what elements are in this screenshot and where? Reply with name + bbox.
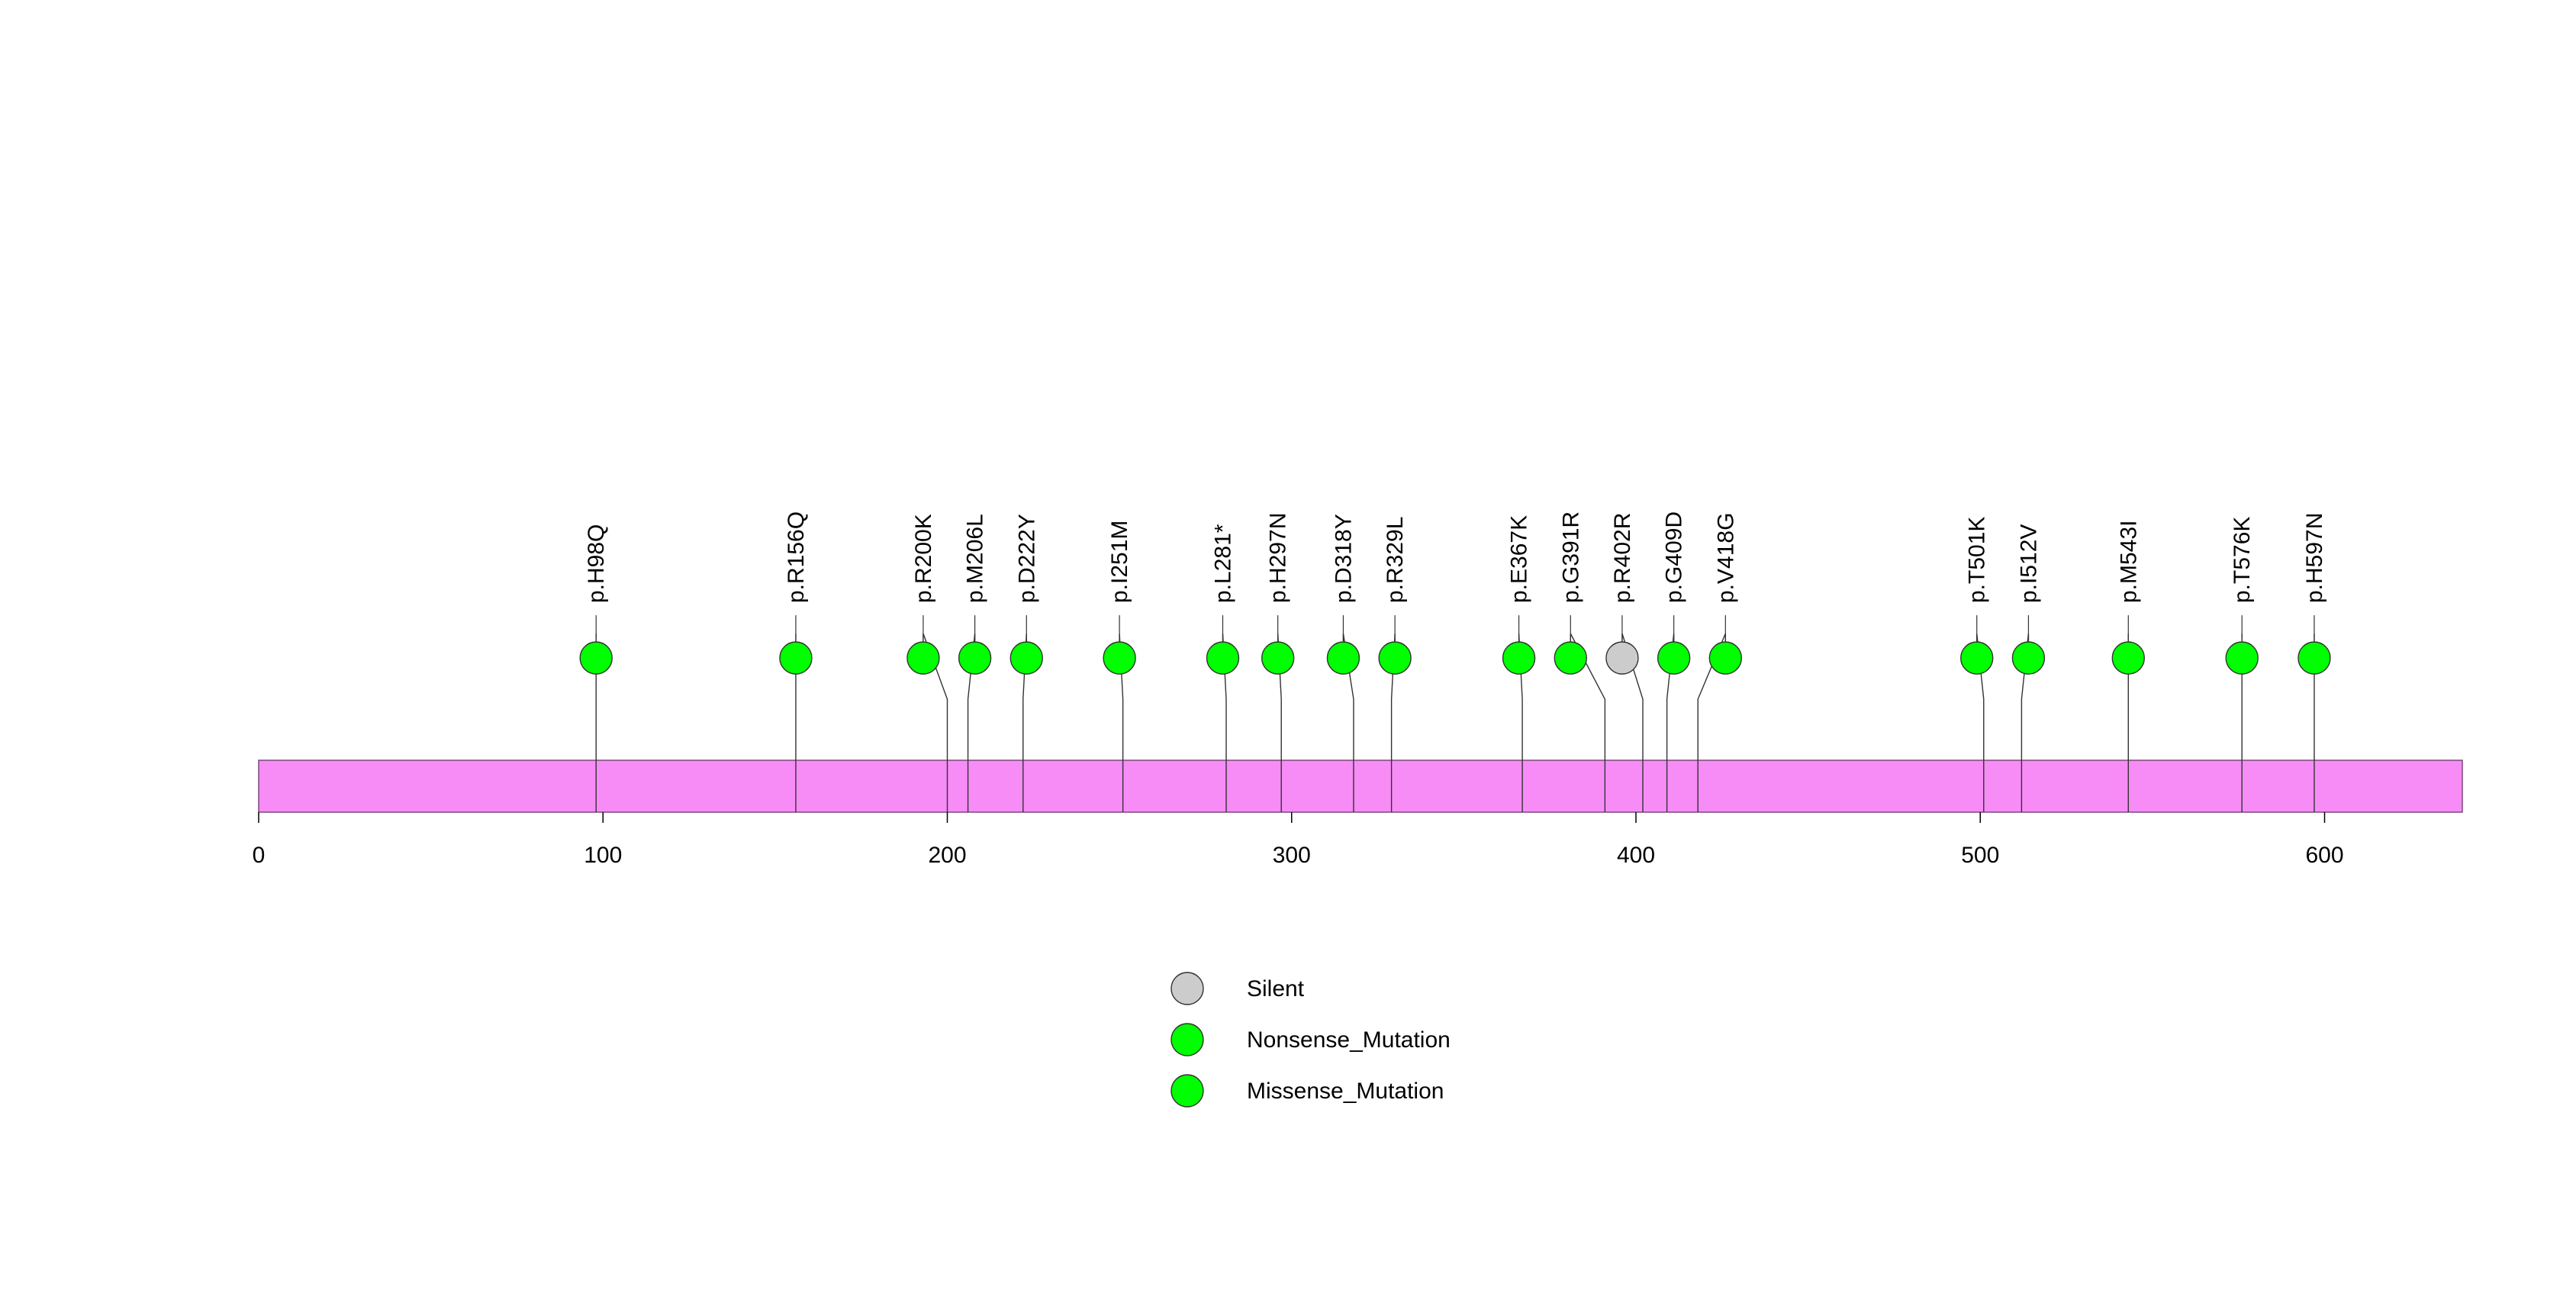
mutation-label: p.H98Q: [584, 524, 609, 603]
mutation-point: [1657, 641, 1691, 675]
x-tick-label: 300: [1273, 843, 1311, 868]
mutation-label: p.I251M: [1107, 521, 1132, 603]
mutation-label: p.M543I: [2116, 521, 2141, 603]
mutation-label: p.E367K: [1507, 515, 1532, 603]
mutation-label: p.M206L: [963, 514, 988, 603]
mutation-label: p.H297N: [1266, 513, 1291, 603]
legend: Silent Nonsense_Mutation Missense_Mutation: [1170, 972, 1451, 1108]
mutation-point: [1103, 641, 1136, 675]
mutation-label: p.H597N: [2302, 513, 2327, 603]
mutation-point: [1009, 641, 1043, 675]
legend-label: Missense_Mutation: [1247, 1079, 1444, 1104]
mutation-label: p.L281*: [1211, 524, 1236, 603]
mutation-point: [2111, 641, 2145, 675]
legend-marker: [1170, 1023, 1204, 1056]
mutation-points: [579, 641, 2331, 675]
mutation-point: [1206, 641, 1240, 675]
mutation-label: p.T501K: [1965, 517, 1990, 603]
mutation-point: [779, 641, 813, 675]
mutation-point: [2225, 641, 2259, 675]
legend-label: Silent: [1247, 976, 1305, 1001]
mutation-label: p.R156Q: [784, 511, 809, 603]
mutation-point: [1554, 641, 1587, 675]
mutation-point: [1960, 641, 1994, 675]
mutation-point: [579, 641, 613, 675]
mutation-label: p.R329L: [1383, 517, 1408, 603]
x-axis: 0 100 200 300 400 500 600: [253, 812, 2344, 868]
mutation-point: [958, 641, 992, 675]
mutation-label: p.T576K: [2230, 517, 2255, 603]
legend-marker: [1170, 1074, 1204, 1108]
mutation-point: [2297, 641, 2331, 675]
mutation-label: p.I512V: [2016, 524, 2041, 603]
mutation-point: [2011, 641, 2046, 675]
mutation-labels: p.H98Q p.R156Q p.R200K p.M206L p.D222Y p.I251…: [584, 511, 2327, 603]
mutation-point: [1261, 641, 1295, 675]
mutation-point: [1502, 641, 1536, 675]
legend-label: Nonsense_Mutation: [1247, 1027, 1451, 1053]
protein-domain-bar: [258, 759, 2463, 813]
mutation-point: [1326, 641, 1360, 675]
mutation-label: p.D222Y: [1014, 514, 1039, 603]
mutation-label: p.D318Y: [1331, 514, 1356, 603]
mutation-point: [906, 641, 940, 675]
mutation-point: [1378, 641, 1412, 675]
mutation-label: p.G391R: [1558, 511, 1583, 603]
x-tick-label: 400: [1617, 843, 1655, 868]
x-tick-label: 0: [253, 843, 266, 868]
x-tick-label: 600: [2305, 843, 2343, 868]
mutation-point: [1605, 641, 1639, 675]
x-tick-label: 500: [1961, 843, 1999, 868]
x-tick-label: 200: [928, 843, 966, 868]
mutation-label: p.V418G: [1713, 513, 1738, 603]
mutation-label: p.R200K: [911, 514, 936, 603]
x-tick-label: 100: [584, 843, 622, 868]
mutation-label: p.R402R: [1610, 513, 1635, 603]
mutation-label: p.G409D: [1662, 511, 1687, 603]
legend-marker: [1170, 972, 1204, 1005]
mutation-point: [1708, 641, 1743, 675]
